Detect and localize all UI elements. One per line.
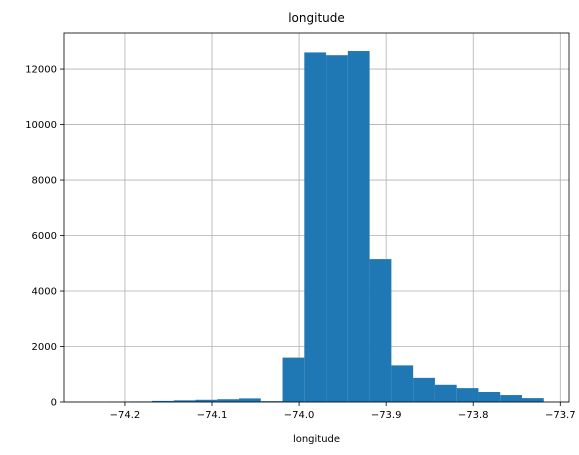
- histogram-bar: [478, 392, 501, 402]
- histogram-bar: [391, 365, 414, 402]
- histogram-bar: [456, 388, 479, 402]
- histogram-bar: [173, 400, 196, 402]
- histogram-bar: [304, 52, 327, 402]
- histogram-bar: [239, 398, 261, 402]
- x-tick-label: −74.1: [197, 410, 228, 421]
- chart-title: longitude: [288, 11, 345, 25]
- histogram-bar: [195, 399, 218, 402]
- x-axis-ticks: −74.2 −74.1 −74.0 −73.9 −73.8 −73.7: [110, 402, 576, 421]
- histogram-bar: [151, 400, 174, 402]
- histogram-bars: [108, 51, 544, 402]
- histogram-bar: [434, 384, 457, 402]
- y-tick-label: 12000: [25, 65, 57, 76]
- y-tick-label: 6000: [32, 231, 57, 242]
- histogram-bar: [282, 357, 305, 402]
- y-tick-label: 4000: [32, 287, 57, 298]
- histogram-bar: [326, 55, 348, 402]
- y-tick-label: 10000: [25, 120, 57, 131]
- histogram-bar: [369, 259, 392, 402]
- histogram-bar: [260, 401, 283, 402]
- x-tick-label: −73.7: [545, 410, 576, 421]
- x-tick-label: −74.2: [110, 410, 141, 421]
- histogram-bar: [521, 398, 544, 402]
- x-tick-label: −73.8: [458, 410, 489, 421]
- x-tick-label: −74.0: [284, 410, 315, 421]
- histogram-bar: [413, 377, 435, 402]
- y-tick-label: 2000: [32, 342, 57, 353]
- x-axis-title: longitude: [293, 434, 340, 445]
- y-axis-ticks: 0 2000 4000 6000 8000 10000 12000: [25, 65, 64, 409]
- x-tick-label: −73.9: [371, 410, 402, 421]
- y-tick-label: 8000: [32, 176, 57, 187]
- plot-frame: [63, 32, 570, 403]
- histogram-bar: [217, 399, 240, 402]
- histogram-bar: [500, 395, 522, 402]
- histogram-bar: [347, 51, 370, 402]
- y-tick-label: 0: [51, 398, 57, 409]
